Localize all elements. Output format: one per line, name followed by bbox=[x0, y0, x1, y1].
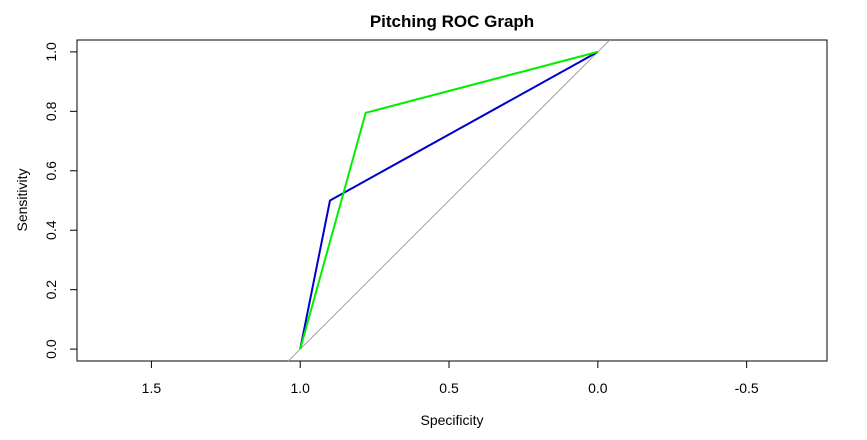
y-tick-label: 0.2 bbox=[43, 280, 59, 300]
y-tick-label: 0.0 bbox=[43, 339, 59, 359]
y-tick-label: 1.0 bbox=[43, 42, 59, 62]
plot-area bbox=[287, 39, 611, 362]
chart-title: Pitching ROC Graph bbox=[370, 12, 534, 31]
y-tick-label: 0.8 bbox=[43, 101, 59, 121]
x-tick-label: 0.0 bbox=[588, 380, 608, 396]
y-tick-label: 0.6 bbox=[43, 161, 59, 181]
x-tick-label: -0.5 bbox=[735, 380, 759, 396]
x-axis: 1.5 1.0 0.5 0.0 -0.5 bbox=[142, 361, 759, 396]
y-axis-label: Sensitivity bbox=[14, 168, 30, 231]
roc-series-line-2 bbox=[299, 50, 599, 350]
y-axis: 0.0 0.2 0.4 0.6 0.8 1.0 bbox=[43, 42, 77, 359]
roc-series-line-1 bbox=[299, 51, 599, 350]
x-tick-label: 0.5 bbox=[439, 380, 459, 396]
y-tick-label: 0.4 bbox=[43, 220, 59, 240]
plot-frame bbox=[76, 39, 828, 362]
x-tick-label: 1.0 bbox=[290, 380, 310, 396]
x-tick-label: 1.5 bbox=[142, 380, 162, 396]
x-axis-label: Specificity bbox=[420, 412, 483, 428]
reference-diagonal-line bbox=[287, 39, 611, 362]
